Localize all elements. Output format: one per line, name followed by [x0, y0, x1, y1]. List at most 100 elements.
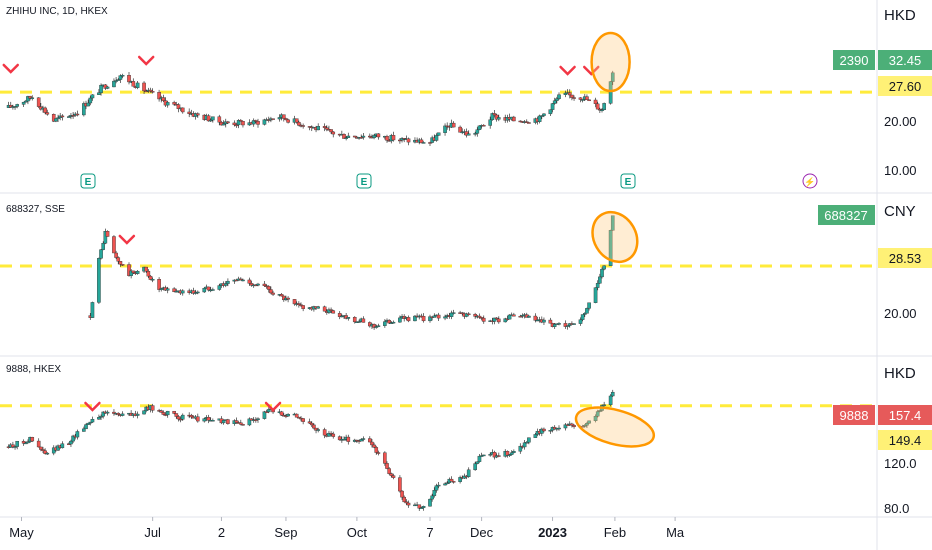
symbol-tag: 2390: [833, 50, 875, 70]
candle: [370, 438, 374, 448]
candle: [610, 389, 615, 397]
candle: [120, 73, 125, 79]
candle: [585, 94, 589, 101]
time-tick-label: Dec: [470, 525, 494, 540]
candle: [86, 99, 90, 107]
candle: [97, 257, 101, 305]
candle: [572, 95, 576, 101]
chevron-marker-icon[interactable]: [137, 55, 155, 66]
chevron-marker-icon[interactable]: [84, 401, 101, 412]
candle: [466, 130, 471, 136]
chevron-marker-icon[interactable]: [264, 401, 282, 412]
candle: [387, 319, 391, 324]
candle: [206, 414, 211, 424]
candle: [71, 112, 75, 119]
candle: [475, 461, 480, 465]
svg-text:9888: 9888: [840, 408, 869, 423]
time-tick-label: 2023: [538, 525, 567, 540]
candle: [60, 441, 65, 449]
candle: [451, 121, 456, 128]
candle: [105, 230, 110, 237]
pane-zhihu[interactable]: ZHIHU INC, 1D, HKEX HKD 20.00 10.00 E E …: [0, 6, 932, 189]
candle: [477, 125, 482, 131]
candle: [90, 301, 95, 318]
candle: [226, 418, 230, 425]
candle: [142, 81, 146, 95]
highlight-ellipse[interactable]: [572, 400, 658, 454]
candle: [512, 449, 516, 454]
earnings-icon[interactable]: E: [620, 173, 636, 189]
candle: [593, 97, 598, 108]
candle: [24, 441, 28, 445]
candle: [176, 103, 181, 113]
chevron-marker-icon[interactable]: [559, 65, 576, 76]
annotation-marks[interactable]: [2, 31, 631, 93]
candle: [234, 122, 239, 128]
pane-9888[interactable]: 9888, HKEX HKD 120.0 80.0 9888 157.4 149…: [0, 364, 932, 516]
dividend-icon[interactable]: ⚡: [802, 173, 818, 189]
candle: [449, 476, 454, 482]
candle: [372, 442, 376, 449]
candle: [527, 122, 531, 124]
candle: [277, 114, 282, 122]
svg-text:28.53: 28.53: [889, 251, 922, 266]
candle: [421, 141, 426, 144]
candle: [598, 409, 602, 413]
chevron-marker-icon[interactable]: [2, 63, 19, 74]
candle: [101, 411, 105, 419]
earnings-icon[interactable]: E: [80, 173, 96, 189]
candle: [238, 419, 243, 426]
chevron-marker-icon[interactable]: [118, 234, 136, 245]
candle: [307, 418, 312, 425]
candle: [129, 269, 133, 279]
candle: [150, 277, 155, 283]
candle: [114, 250, 118, 260]
candle: [331, 131, 336, 138]
candle: [174, 413, 179, 419]
candle: [451, 309, 456, 315]
candle: [391, 131, 396, 142]
candle: [150, 403, 155, 413]
candle: [195, 112, 200, 118]
candle: [316, 427, 321, 433]
time-tick-label: May: [9, 525, 34, 540]
candle: [309, 421, 314, 428]
candle: [445, 481, 450, 485]
chevron-marker-icon[interactable]: [583, 65, 600, 76]
candle: [217, 114, 222, 126]
pane-688327[interactable]: 688327, SSE CNY 20.00 688327 28.53: [0, 203, 932, 330]
svg-text:688327: 688327: [824, 208, 867, 223]
candle: [329, 129, 333, 135]
candle: [595, 280, 600, 291]
candle: [165, 286, 170, 294]
candle: [492, 450, 497, 460]
candle: [120, 411, 125, 417]
candle: [436, 482, 441, 489]
candle: [548, 317, 553, 324]
candle: [428, 314, 432, 323]
symbol-tag: 688327: [818, 205, 875, 225]
earnings-icon[interactable]: E: [356, 173, 372, 189]
candle: [507, 453, 512, 458]
candle: [563, 423, 568, 431]
highlight-ellipse[interactable]: [590, 31, 631, 93]
candle: [279, 410, 284, 417]
time-tick-label: Sep: [274, 525, 297, 540]
candle: [481, 315, 486, 324]
candle: [195, 290, 200, 295]
candle: [398, 315, 402, 323]
time-axis[interactable]: May Jul 2 Sep Oct 7 Dec 2023 Feb Ma: [9, 517, 685, 540]
candle: [15, 440, 20, 450]
candle: [572, 323, 576, 325]
candle: [226, 120, 230, 124]
highlight-ellipse[interactable]: [584, 204, 646, 270]
annotation-marks[interactable]: [84, 400, 658, 454]
annotation-marks[interactable]: [118, 204, 646, 270]
candle: [578, 97, 583, 103]
candle: [165, 101, 170, 108]
candle: [271, 290, 275, 296]
candle: [494, 317, 499, 320]
candle: [352, 135, 357, 138]
